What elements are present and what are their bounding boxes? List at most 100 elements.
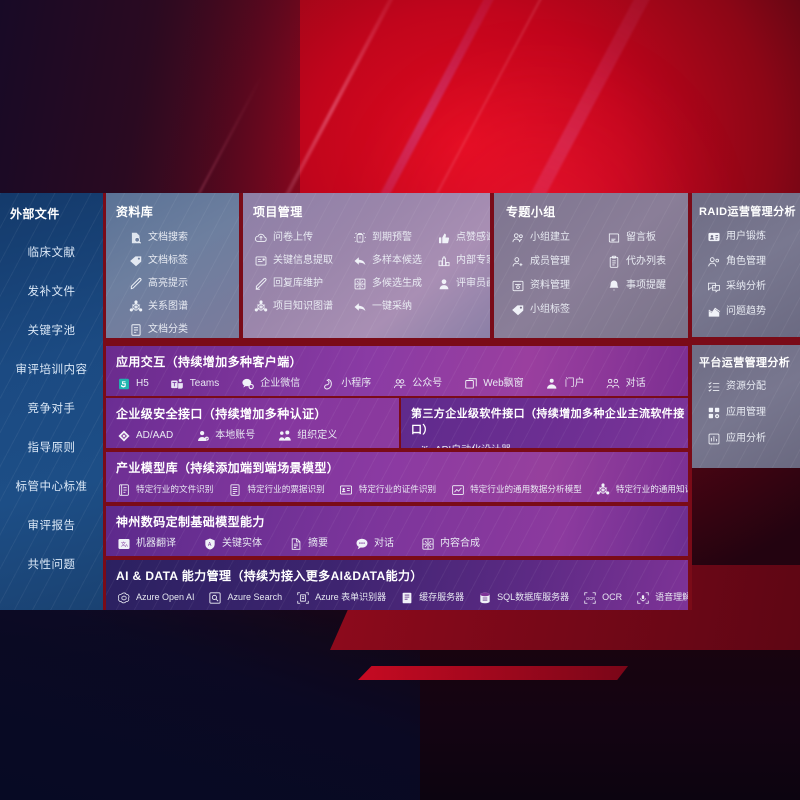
sidebar-item-standards-center[interactable]: 标管中心标准 xyxy=(15,481,88,493)
item-label: 角色管理 xyxy=(726,255,766,267)
item-internal-expert-ranking[interactable]: 内部专家排名 xyxy=(436,253,490,268)
item-official-account[interactable]: 公众号 xyxy=(392,376,442,391)
separator-horizontal xyxy=(106,448,688,452)
sidebar-title: 外部文件 xyxy=(10,207,60,221)
item-todo-list[interactable]: 代办列表 xyxy=(606,254,680,269)
item-azure-form-recognizer[interactable]: Azure 表单识别器 xyxy=(295,590,386,605)
item-teams[interactable]: Teams xyxy=(170,376,219,391)
item-content-synthesis[interactable]: 内容合成 xyxy=(420,536,480,551)
sidebar-item-competitors[interactable]: 竞争对手 xyxy=(27,403,76,415)
item-dialog[interactable]: 对话 xyxy=(606,376,646,391)
item-member-management[interactable]: 成员管理 xyxy=(510,254,602,269)
item-sql-database-server[interactable]: SQL数据库服务器 xyxy=(477,590,569,605)
item-create-group[interactable]: 小组建立 xyxy=(510,230,602,245)
item-miniprogram[interactable]: 小程序 xyxy=(321,376,371,391)
alarm-icon xyxy=(352,230,367,245)
item-label: 多样本候选 xyxy=(372,254,422,266)
item-data-analysis-model[interactable]: 特定行业的通用数据分析模型 xyxy=(450,482,582,497)
item-key-entity[interactable]: A 关键实体 xyxy=(202,536,262,551)
item-summary[interactable]: 摘要 xyxy=(288,536,328,551)
sidebar-item-supplement-docs[interactable]: 发补文件 xyxy=(27,286,76,298)
item-local-account[interactable]: 本地账号 xyxy=(195,428,255,443)
item-multi-sample-candidate[interactable]: 多样本候选 xyxy=(352,253,432,268)
item-thumbs-up-thanks[interactable]: 点赞感谢 xyxy=(436,230,490,245)
item-label: 关系图谱 xyxy=(148,300,188,312)
item-label: API自动化设计器 xyxy=(435,445,511,448)
item-highlight-hint[interactable]: 高亮提示 xyxy=(128,276,231,291)
thumbs-up-icon xyxy=(436,230,451,245)
item-invoice-recognition[interactable]: 特定行业的票据识别 xyxy=(227,482,325,497)
sidebar-item-clinical-literature[interactable]: 临床文献 xyxy=(27,247,76,259)
document-search-icon xyxy=(128,230,143,245)
item-ad-aad[interactable]: AD/AAD xyxy=(116,428,173,443)
item-label: SQL数据库服务器 xyxy=(497,592,570,602)
svg-text:OCR: OCR xyxy=(586,595,595,600)
item-questionnaire-upload[interactable]: 问卷上传 xyxy=(253,230,348,245)
band-model-items: 特定行业的文件识别 特定行业的票据识别 特定行业的证件识别 特定行业的通用数据分… xyxy=(106,476,688,497)
item-id-card-recognition[interactable]: 特定行业的证件识别 xyxy=(339,482,436,497)
official-account-icon xyxy=(392,376,407,391)
item-label: 高亮提示 xyxy=(148,277,188,289)
item-issue-trend[interactable]: 问题趋势 xyxy=(706,304,792,319)
item-reply-library-maintain[interactable]: 回复库维护 xyxy=(253,276,348,291)
item-event-reminder[interactable]: 事项提醒 xyxy=(606,278,680,293)
item-one-click-adopt[interactable]: 一键采纳 xyxy=(352,299,432,314)
item-h5[interactable]: H5 xyxy=(116,376,149,391)
panel-library-title: 资料库 xyxy=(116,205,154,219)
item-label: 内部专家排名 xyxy=(456,254,490,266)
cache-server-icon xyxy=(399,590,414,605)
teams-icon xyxy=(170,376,185,391)
panel-team-items: 小组建立 留言板 成员管理 代办列表 资料管理 xyxy=(494,220,688,317)
item-material-management[interactable]: 资料管理 xyxy=(510,278,602,293)
item-key-info-extract[interactable]: 关键信息提取 xyxy=(253,253,348,268)
api-designer-icon xyxy=(415,443,430,448)
dialog-icon xyxy=(606,376,621,391)
item-ocr[interactable]: OCR OCR xyxy=(582,590,622,605)
item-role-management[interactable]: 角色管理 xyxy=(706,254,792,269)
item-speech-understanding[interactable]: 语音理解 xyxy=(635,590,688,605)
item-organization-definition[interactable]: 组织定义 xyxy=(277,428,337,443)
item-label: 小程序 xyxy=(341,377,372,389)
item-azure-search[interactable]: Azure Search xyxy=(208,590,282,605)
sidebar-item-common-issues[interactable]: 共性问题 xyxy=(27,559,76,571)
panel-project-items: 问卷上传 到期预警 点赞感谢 关键信息提取 多样本候选 xyxy=(243,220,490,314)
item-cache-server[interactable]: 缓存服务器 xyxy=(399,590,464,605)
item-reviewer-portrait[interactable]: 评审员画像 xyxy=(436,276,490,291)
sidebar-item-review-report[interactable]: 审评报告 xyxy=(27,520,76,532)
item-document-search[interactable]: 文档搜索 xyxy=(128,230,231,245)
item-azure-open-ai[interactable]: Azure Open AI xyxy=(116,590,195,605)
item-app-analysis[interactable]: 应用分析 xyxy=(706,431,792,446)
band-app-items: H5 Teams 企业微信 小程序 公众号 Web飘窗 xyxy=(106,370,688,391)
band-ai-items: Azure Open AI Azure Search Azure 表单识别器 缓… xyxy=(106,584,688,605)
item-portal[interactable]: 门户 xyxy=(545,376,585,391)
item-api-designer[interactable]: API自动化设计器 xyxy=(415,443,511,448)
item-group-tag[interactable]: 小组标签 xyxy=(510,302,602,317)
sidebar-item-keyword-pool[interactable]: 关键字池 xyxy=(27,325,76,337)
item-wecom[interactable]: 企业微信 xyxy=(240,376,300,391)
item-relation-graph[interactable]: 关系图谱 xyxy=(128,299,231,314)
entity-icon: A xyxy=(202,536,217,551)
web-popup-icon xyxy=(463,376,478,391)
band-model-title: 产业模型库（持续添加端到端场景模型） xyxy=(116,461,340,475)
item-file-recognition[interactable]: 特定行业的文件识别 xyxy=(116,482,213,497)
item-knowledge-graph-model[interactable]: 特定行业的通用知识图谱模型 xyxy=(596,482,688,497)
item-message-board[interactable]: 留言板 xyxy=(606,230,680,245)
item-resource-allocation[interactable]: 资源分配 xyxy=(706,379,792,394)
sidebar-item-guidelines[interactable]: 指导原则 xyxy=(27,442,76,454)
item-user-training[interactable]: 用户锻炼 xyxy=(706,229,792,244)
item-multi-candidate-generate[interactable]: 多候选生成 xyxy=(352,276,432,291)
item-app-management[interactable]: 应用管理 xyxy=(706,405,792,420)
separator-horizontal xyxy=(106,396,688,398)
item-document-category[interactable]: 文档分类 xyxy=(128,322,231,337)
speech-icon xyxy=(635,590,650,605)
item-project-knowledge-graph[interactable]: 项目知识图谱 xyxy=(253,299,348,314)
item-document-tag[interactable]: 文档标签 xyxy=(128,253,231,268)
separator-vertical xyxy=(103,193,106,610)
item-expiry-alert[interactable]: 到期预警 xyxy=(352,230,432,245)
item-web-popup[interactable]: Web飘窗 xyxy=(463,376,524,391)
sidebar-item-review-training[interactable]: 审评培训内容 xyxy=(15,364,88,376)
item-chat[interactable]: 对话 xyxy=(354,536,394,551)
item-adoption-analysis[interactable]: 采纳分析 xyxy=(706,279,792,294)
